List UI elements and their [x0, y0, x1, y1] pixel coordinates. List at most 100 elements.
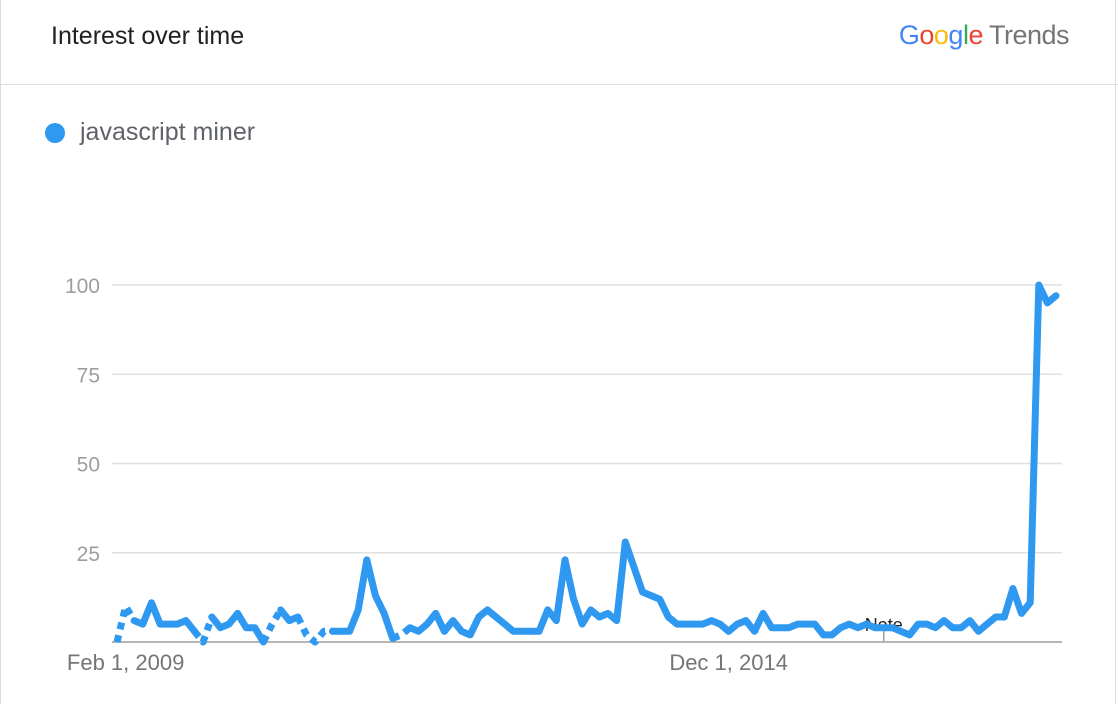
- data-point: [787, 626, 791, 630]
- data-point: [253, 626, 257, 630]
- data-point: [442, 629, 446, 633]
- data-point: [477, 615, 481, 619]
- data-point: [692, 622, 696, 626]
- google-trends-logo[interactable]: Google Trends: [898, 20, 1070, 50]
- data-point: [821, 633, 825, 637]
- data-point: [537, 629, 541, 633]
- data-point: [408, 626, 412, 630]
- data-point: [1028, 601, 1032, 605]
- y-tick-label-25: 25: [77, 543, 100, 566]
- data-point: [640, 590, 644, 594]
- data-point: [615, 619, 619, 623]
- chart-title: Interest over time: [51, 22, 245, 50]
- series-line-segment-8: [328, 556, 397, 642]
- legend-color-dot: [45, 122, 65, 143]
- series-line-segment-10: [406, 281, 1060, 639]
- series-line-segment-6: [277, 606, 302, 625]
- data-point: [976, 629, 980, 633]
- data-point: [933, 626, 937, 630]
- data-point: [115, 640, 119, 644]
- data-point: [261, 640, 265, 644]
- data-point: [623, 540, 627, 544]
- data-point: [916, 622, 920, 626]
- series-line-dashed-segment-3: [191, 615, 216, 646]
- y-tick-label-75: 75: [77, 364, 100, 387]
- x-tick-label-1: Feb 1, 2009: [67, 650, 184, 675]
- series-line-dashed-segment-1: [113, 602, 138, 643]
- data-point: [572, 597, 576, 601]
- data-point: [830, 633, 834, 637]
- data-point: [494, 615, 498, 619]
- data-point: [658, 597, 662, 601]
- data-point: [709, 619, 713, 623]
- data-point: [313, 640, 317, 644]
- data-point: [149, 601, 153, 605]
- data-point: [330, 629, 334, 633]
- data-point: [847, 622, 851, 626]
- data-point: [856, 626, 860, 630]
- data-point: [1045, 301, 1049, 305]
- data-point: [839, 626, 843, 630]
- data-point: [589, 608, 593, 612]
- x-tick-label-2: Dec 1, 2014: [669, 650, 788, 675]
- data-point: [580, 622, 584, 626]
- data-point: [899, 629, 903, 633]
- data-point: [485, 608, 489, 612]
- data-point: [511, 629, 515, 633]
- data-point: [649, 594, 653, 598]
- legend[interactable]: javascript miner: [45, 118, 255, 147]
- data-point: [141, 622, 145, 626]
- data-point: [796, 622, 800, 626]
- data-point: [968, 619, 972, 623]
- data-point: [201, 640, 205, 644]
- data-point: [460, 629, 464, 633]
- data-point: [124, 604, 128, 608]
- data-point: [752, 629, 756, 633]
- data-point: [132, 619, 136, 623]
- data-point: [666, 615, 670, 619]
- data-point: [985, 622, 989, 626]
- data-point: [1054, 294, 1058, 298]
- data-point: [925, 622, 929, 626]
- data-point: [890, 626, 894, 630]
- data-point: [959, 626, 963, 630]
- data-point: [546, 608, 550, 612]
- data-point: [1020, 611, 1024, 615]
- data-point: [296, 615, 300, 619]
- series-line-segment-4: [208, 609, 267, 646]
- data-point: [417, 629, 421, 633]
- y-tick-label-50: 50: [77, 454, 100, 477]
- data-point: [356, 608, 360, 612]
- data-point: [434, 611, 438, 615]
- data-point: [735, 622, 739, 626]
- data-point: [184, 619, 188, 623]
- data-point: [175, 622, 179, 626]
- data-point: [210, 615, 214, 619]
- data-point: [382, 611, 386, 615]
- data-point: [339, 629, 343, 633]
- data-point: [236, 611, 240, 615]
- data-point: [279, 608, 283, 612]
- data-point: [227, 622, 231, 626]
- data-point: [399, 633, 403, 637]
- data-point: [167, 622, 171, 626]
- data-point: [391, 636, 395, 640]
- data-point: [520, 629, 524, 633]
- data-point: [305, 633, 309, 637]
- data-point: [373, 594, 377, 598]
- card-header: Interest over time Google Trends: [1, 0, 1118, 85]
- data-point: [942, 619, 946, 623]
- data-point: [451, 619, 455, 623]
- data-point: [804, 622, 808, 626]
- data-point: [193, 629, 197, 633]
- data-point: [632, 565, 636, 569]
- data-point: [597, 615, 601, 619]
- data-point: [529, 629, 533, 633]
- series-line-segment-2: [130, 599, 198, 635]
- data-point: [778, 626, 782, 630]
- data-point: [882, 626, 886, 630]
- data-point: [503, 622, 507, 626]
- data-point: [606, 611, 610, 615]
